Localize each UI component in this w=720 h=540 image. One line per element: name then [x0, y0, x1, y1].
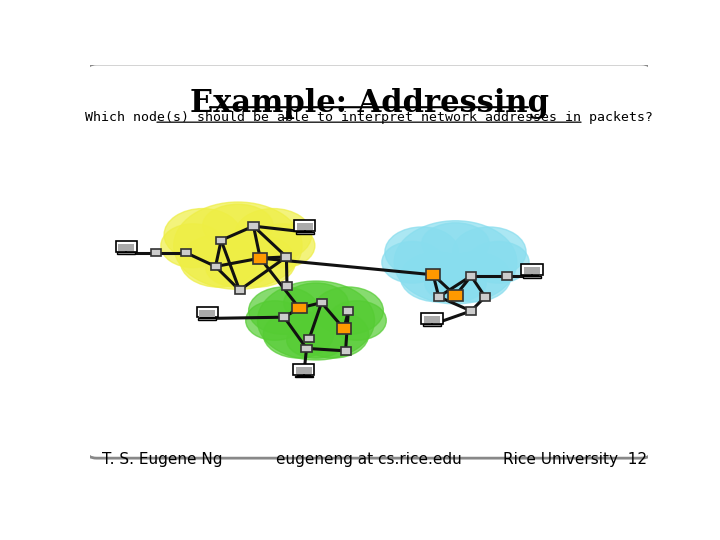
FancyBboxPatch shape	[466, 307, 476, 315]
FancyBboxPatch shape	[294, 220, 315, 231]
Ellipse shape	[313, 287, 383, 334]
Text: T. S. Eugene Ng: T. S. Eugene Ng	[102, 452, 222, 467]
FancyBboxPatch shape	[282, 253, 292, 261]
FancyBboxPatch shape	[521, 265, 543, 275]
Ellipse shape	[246, 301, 305, 340]
FancyBboxPatch shape	[293, 364, 315, 375]
Ellipse shape	[468, 241, 529, 283]
Ellipse shape	[437, 252, 510, 302]
FancyBboxPatch shape	[197, 307, 217, 318]
FancyBboxPatch shape	[118, 244, 135, 251]
FancyBboxPatch shape	[426, 269, 441, 280]
Ellipse shape	[235, 208, 312, 261]
Ellipse shape	[219, 235, 296, 287]
FancyBboxPatch shape	[248, 222, 258, 230]
Ellipse shape	[202, 204, 273, 248]
Ellipse shape	[287, 322, 346, 358]
FancyBboxPatch shape	[523, 276, 541, 278]
FancyBboxPatch shape	[343, 307, 354, 315]
FancyBboxPatch shape	[449, 290, 463, 301]
FancyBboxPatch shape	[503, 272, 513, 280]
FancyBboxPatch shape	[296, 367, 312, 374]
FancyBboxPatch shape	[433, 293, 444, 301]
Text: Rice University  12: Rice University 12	[503, 452, 647, 467]
Ellipse shape	[264, 310, 333, 358]
Ellipse shape	[164, 208, 241, 261]
FancyBboxPatch shape	[524, 267, 540, 274]
Text: eugeneng at cs.rice.edu: eugeneng at cs.rice.edu	[276, 452, 462, 467]
Text: Which node(s) should be able to interpret network addresses in packets?: Which node(s) should be able to interpre…	[85, 111, 653, 124]
FancyBboxPatch shape	[199, 309, 215, 316]
FancyBboxPatch shape	[235, 286, 245, 294]
FancyBboxPatch shape	[317, 299, 327, 306]
Ellipse shape	[248, 287, 319, 334]
FancyBboxPatch shape	[423, 325, 441, 326]
FancyBboxPatch shape	[279, 313, 289, 321]
FancyBboxPatch shape	[117, 252, 135, 254]
Ellipse shape	[174, 202, 302, 289]
Ellipse shape	[385, 227, 459, 277]
FancyBboxPatch shape	[86, 64, 652, 458]
Ellipse shape	[400, 252, 474, 302]
FancyBboxPatch shape	[296, 232, 314, 233]
FancyBboxPatch shape	[282, 282, 292, 290]
FancyBboxPatch shape	[305, 335, 315, 342]
Ellipse shape	[425, 265, 486, 302]
FancyBboxPatch shape	[466, 272, 476, 280]
Ellipse shape	[452, 227, 526, 277]
Ellipse shape	[258, 281, 374, 360]
Ellipse shape	[298, 310, 369, 358]
Ellipse shape	[206, 248, 270, 287]
FancyBboxPatch shape	[253, 253, 267, 264]
Ellipse shape	[382, 241, 444, 283]
FancyBboxPatch shape	[292, 302, 307, 313]
FancyBboxPatch shape	[424, 316, 440, 323]
FancyBboxPatch shape	[150, 249, 161, 256]
FancyBboxPatch shape	[210, 263, 220, 270]
FancyBboxPatch shape	[480, 293, 490, 301]
Ellipse shape	[422, 223, 490, 265]
FancyBboxPatch shape	[116, 241, 137, 252]
FancyBboxPatch shape	[297, 223, 313, 230]
FancyBboxPatch shape	[302, 345, 312, 352]
FancyBboxPatch shape	[181, 249, 191, 256]
FancyBboxPatch shape	[198, 318, 216, 320]
Text: Example: Addressing: Example: Addressing	[189, 87, 549, 119]
FancyBboxPatch shape	[421, 313, 443, 323]
Ellipse shape	[394, 221, 517, 304]
FancyBboxPatch shape	[294, 375, 312, 377]
Ellipse shape	[161, 224, 225, 267]
Ellipse shape	[284, 283, 348, 322]
Ellipse shape	[328, 301, 387, 340]
Ellipse shape	[180, 235, 257, 287]
FancyBboxPatch shape	[337, 323, 351, 334]
FancyBboxPatch shape	[341, 347, 351, 355]
Ellipse shape	[251, 224, 315, 267]
FancyBboxPatch shape	[216, 237, 226, 244]
